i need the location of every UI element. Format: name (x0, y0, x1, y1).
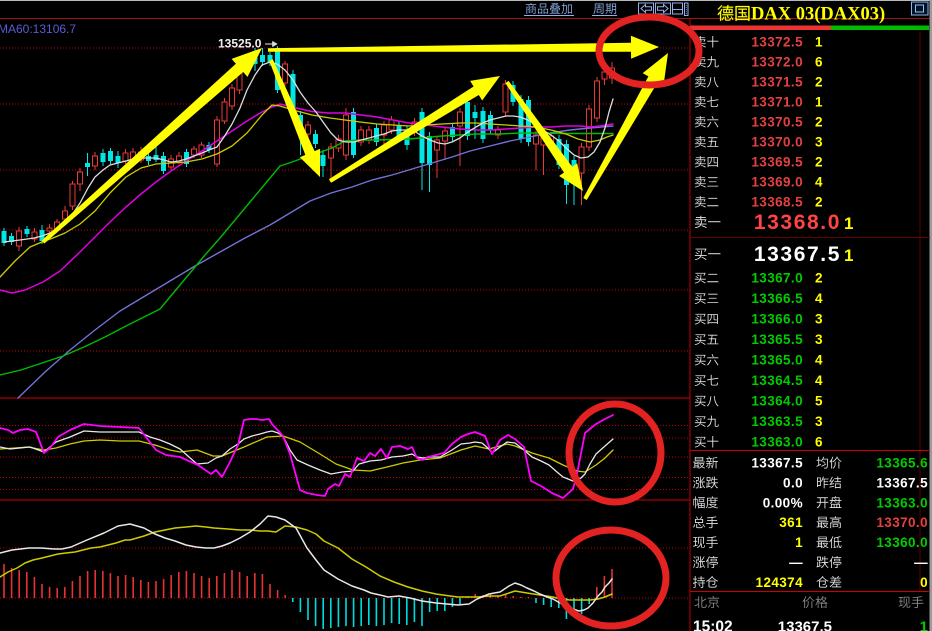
svg-text:2: 2 (815, 115, 823, 130)
svg-text:13366.5: 13366.5 (751, 291, 803, 306)
svg-text:4: 4 (815, 373, 823, 388)
svg-text:13363.0: 13363.0 (876, 495, 928, 510)
svg-text:1: 1 (795, 535, 803, 550)
svg-text:—: — (789, 555, 803, 570)
svg-text:1: 1 (844, 246, 853, 265)
svg-text:13367.5: 13367.5 (876, 475, 928, 490)
svg-text:13369.0: 13369.0 (751, 175, 803, 190)
svg-text:MA60:13106.7: MA60:13106.7 (0, 22, 76, 36)
svg-text:13367.0: 13367.0 (751, 271, 803, 286)
svg-text:0: 0 (920, 575, 928, 590)
svg-text:4: 4 (815, 353, 823, 368)
svg-text:13367.5: 13367.5 (754, 243, 841, 266)
svg-text:13363.0: 13363.0 (751, 435, 803, 450)
svg-text:4: 4 (815, 175, 823, 190)
svg-text:0.0: 0.0 (783, 475, 803, 490)
svg-text:13370.5: 13370.5 (751, 115, 803, 130)
svg-text:1: 1 (815, 95, 823, 110)
svg-text:13368.0: 13368.0 (754, 211, 841, 234)
svg-text:13369.5: 13369.5 (751, 155, 803, 170)
svg-text:2: 2 (815, 195, 823, 210)
svg-text:15:02: 15:02 (693, 619, 733, 631)
svg-text:361: 361 (779, 515, 803, 530)
svg-text:13371.5: 13371.5 (751, 75, 803, 90)
svg-text:6: 6 (815, 435, 823, 450)
svg-text:2: 2 (815, 271, 823, 286)
svg-text:13525.0: 13525.0 (218, 37, 262, 51)
svg-text:13365.0: 13365.0 (751, 353, 803, 368)
svg-text:13371.0: 13371.0 (751, 95, 803, 110)
svg-text:13364.5: 13364.5 (751, 373, 803, 388)
svg-text:13360.0: 13360.0 (876, 535, 928, 550)
svg-text:1: 1 (844, 214, 853, 233)
svg-text:13365.5: 13365.5 (751, 332, 803, 347)
svg-text:0.00%: 0.00% (763, 495, 803, 510)
svg-text:2: 2 (815, 75, 823, 90)
svg-text:3: 3 (815, 135, 823, 150)
svg-text:DAX 03(DAX03): DAX 03(DAX03) (751, 5, 885, 25)
svg-text:13363.5: 13363.5 (751, 414, 803, 429)
svg-text:13370.0: 13370.0 (751, 135, 803, 150)
svg-text:13370.0: 13370.0 (876, 515, 928, 530)
svg-text:6: 6 (815, 55, 823, 70)
svg-text:13366.0: 13366.0 (751, 312, 803, 327)
svg-text:13365.6: 13365.6 (876, 456, 928, 471)
svg-text:13367.5: 13367.5 (778, 619, 832, 631)
svg-text:13368.5: 13368.5 (751, 195, 803, 210)
svg-text:—: — (914, 555, 928, 570)
svg-text:124374: 124374 (756, 575, 804, 590)
svg-text:3: 3 (815, 312, 823, 327)
svg-text:13364.0: 13364.0 (751, 394, 803, 409)
svg-text:13372.0: 13372.0 (751, 55, 803, 70)
svg-text:1: 1 (920, 619, 928, 631)
svg-text:3: 3 (815, 414, 823, 429)
svg-text:3: 3 (815, 332, 823, 347)
svg-text:13372.5: 13372.5 (751, 35, 803, 50)
svg-text:5: 5 (815, 394, 823, 409)
svg-text:2: 2 (815, 155, 823, 170)
svg-text:13367.5: 13367.5 (751, 456, 803, 471)
svg-text:4: 4 (815, 291, 823, 306)
svg-text:1: 1 (815, 35, 823, 50)
